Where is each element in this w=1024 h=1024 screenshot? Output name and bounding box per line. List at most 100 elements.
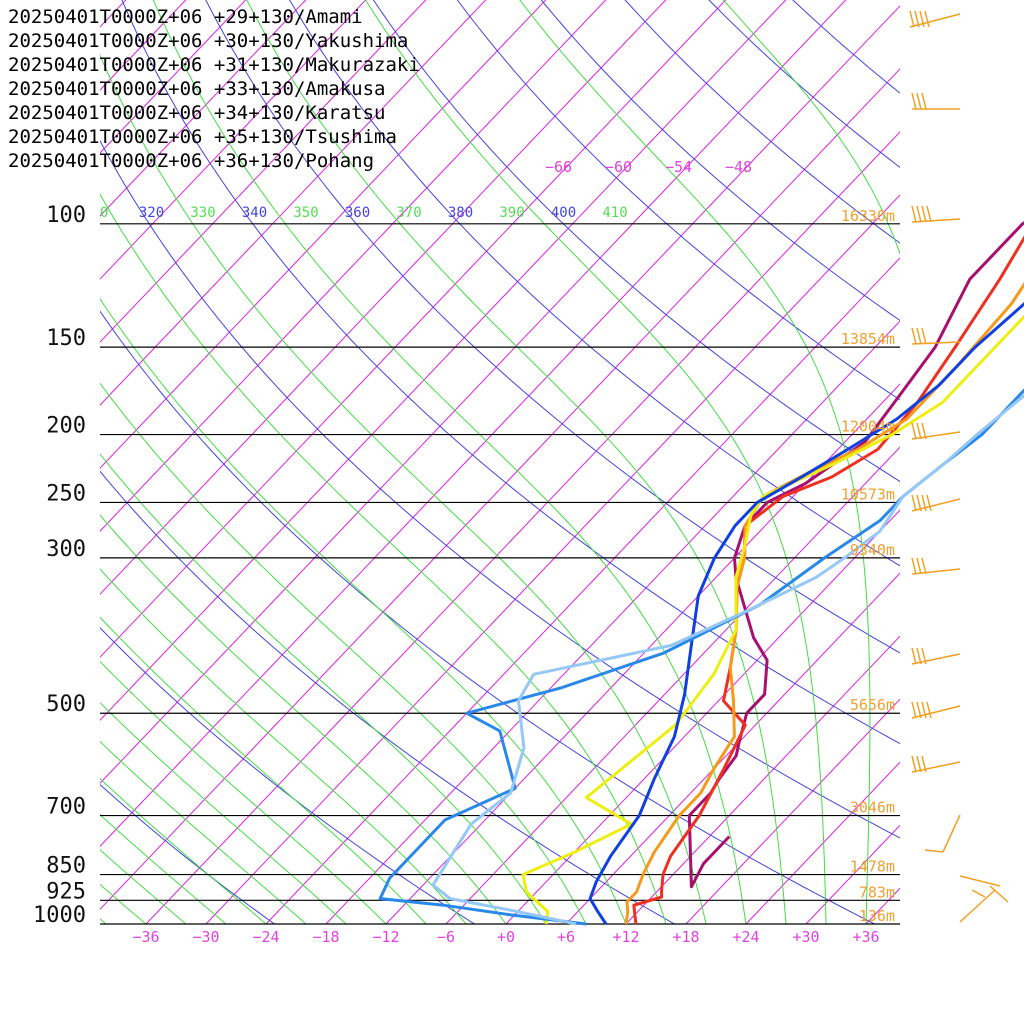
wind-barb: [911, 647, 961, 665]
isotherm: [100, 0, 727, 658]
isotherm: [100, 0, 607, 532]
isotherm: [100, 0, 787, 721]
theta-label: 350: [293, 205, 318, 221]
wind-barb: [911, 557, 961, 575]
isotherm: [505, 509, 900, 924]
wind-barbs: [909, 10, 1009, 923]
legend-item-amakusa: 20250401T0000Z+06 +33+130/Amakusa: [8, 78, 386, 100]
height-label: 1478m: [850, 858, 895, 876]
wind-barb: [911, 494, 961, 512]
temperature-tick-label: +36: [852, 928, 879, 946]
wind-barb: [911, 755, 961, 773]
temperature-tick-label: −36: [132, 928, 159, 946]
moist-adiabat: [100, 616, 427, 924]
wind-barb: [959, 875, 1009, 903]
pressure-label: 200: [46, 414, 86, 439]
dry-adiabat: [289, 0, 900, 567]
height-label: 12004m: [841, 418, 895, 436]
theta-label: 360: [345, 205, 370, 221]
dry-adiabat: [372, 0, 900, 483]
dry-adiabat: [792, 0, 900, 94]
legend: 20250401T0000Z+06 +29+130/Amami 20250401…: [8, 5, 420, 173]
theta-label: 320: [139, 205, 164, 221]
series-line-2: [632, 235, 1024, 925]
isotherm: [100, 0, 547, 469]
dry-adiabat: [100, 470, 675, 924]
wind-barb: [911, 422, 961, 440]
wind-barb: [911, 92, 960, 110]
series-line-6: [378, 388, 1024, 926]
pressure-label: 250: [46, 481, 86, 506]
theta-label: 380: [448, 205, 473, 221]
isotherm: [100, 68, 900, 911]
moist-adiabat: [100, 740, 307, 924]
temperature-tick-label: −18: [312, 928, 339, 946]
theta-label: 330: [190, 205, 215, 221]
isotherm: [445, 446, 900, 924]
isotherm-label: −66: [545, 158, 572, 176]
legend-item-makurazaki: 20250401T0000Z+06 +31+130/Makurazaki: [8, 54, 420, 76]
isotherm: [745, 761, 900, 924]
temperature-tick-label: +24: [732, 928, 759, 946]
moist-adiabat: [100, 298, 627, 924]
theta-label: 410: [602, 205, 627, 221]
isotherm: [265, 257, 900, 924]
height-label: 13854m: [841, 330, 895, 348]
height-label: 9340m: [850, 541, 895, 559]
wind-barb: [909, 10, 961, 28]
theta-label: 390: [499, 205, 524, 221]
series-line-5: [588, 302, 1024, 925]
temperature-tick-label: +30: [792, 928, 819, 946]
legend-item-karatsu: 20250401T0000Z+06 +34+130/Karatsu: [8, 102, 386, 124]
sounding-series: [378, 221, 1024, 926]
moist-adiabat: [100, 778, 267, 924]
isotherm-label: −60: [605, 158, 632, 176]
dry-adiabat: [540, 0, 900, 322]
moist-adiabat: [100, 701, 347, 924]
dry-adiabat: [100, 139, 900, 839]
wind-barb: [924, 814, 961, 853]
isotherm: [565, 572, 900, 924]
legend-item-pohang: 20250401T0000Z+06 +36+130/Pohang: [8, 150, 375, 172]
pressure-label: 850: [46, 854, 86, 879]
dry-adiabat: [456, 0, 900, 401]
isotherm: [100, 0, 667, 595]
isotherm: [385, 383, 900, 924]
temperature-tick-label: −12: [372, 928, 399, 946]
height-label: 10573m: [841, 485, 895, 503]
height-label: 783m: [859, 883, 895, 901]
isotherm: [100, 0, 847, 784]
moist-adiabat: [519, 0, 871, 924]
pressure-label: 700: [46, 795, 86, 820]
moist-adiabat: [364, 0, 827, 924]
isotherm: [926, 0, 1024, 924]
theta-label: 400: [551, 205, 576, 221]
pressure-label: 1000: [33, 903, 86, 928]
temperature-tick-label: +12: [612, 928, 639, 946]
temperature-tick-label: −6: [437, 928, 455, 946]
moist-adiabat: [100, 54, 707, 924]
dry-adiabat: [100, 310, 875, 924]
moist-adiabat: [246, 0, 787, 924]
moist-adiabat: [100, 453, 547, 924]
pressure-label: 300: [46, 537, 86, 562]
temperature-tick-label: −30: [192, 928, 219, 946]
isotherm: [986, 0, 1024, 924]
theta-label: 370: [396, 205, 421, 221]
height-label: 136m: [859, 907, 895, 925]
dry-adiabat: [121, 0, 900, 745]
pressure-label: 925: [46, 879, 86, 904]
pressure-label: 100: [46, 203, 86, 228]
temperature-tick-label: +6: [557, 928, 575, 946]
isotherm: [100, 5, 900, 847]
isotherm: [325, 320, 900, 924]
height-label: 16330m: [841, 207, 895, 225]
isotherm-label: −48: [725, 158, 752, 176]
isotherm: [100, 0, 487, 406]
wind-barb: [959, 889, 996, 923]
isotherm-label: −54: [665, 158, 692, 176]
theta-label: 0: [100, 205, 108, 221]
wind-barb: [911, 205, 961, 223]
pressure-label: 150: [46, 326, 86, 351]
